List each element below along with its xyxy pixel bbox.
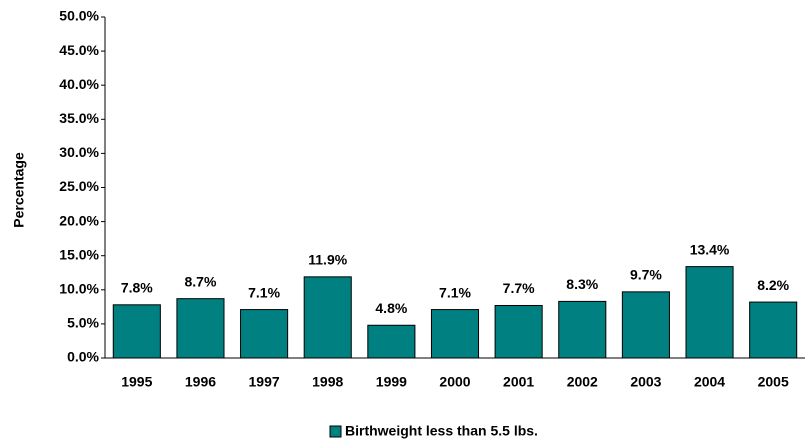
legend-label: Birthweight less than 5.5 lbs. [345, 423, 538, 439]
y-tick-label: 10.0% [59, 281, 99, 297]
value-label: 9.7% [630, 267, 662, 283]
x-tick-label: 2003 [630, 374, 661, 390]
x-tick-label: 1997 [249, 374, 280, 390]
x-tick-label: 2002 [567, 374, 598, 390]
y-tick-label: 25.0% [59, 178, 99, 194]
bar [430, 309, 480, 359]
x-tick-label: 2005 [758, 374, 789, 390]
x-tick-label: 1995 [121, 374, 152, 390]
value-label: 13.4% [690, 241, 730, 257]
bar [112, 304, 161, 359]
bar [367, 324, 416, 359]
bar [621, 291, 670, 359]
y-tick-label: 0.0% [67, 349, 99, 365]
value-label: 7.7% [503, 280, 535, 296]
y-tick-label: 35.0% [59, 110, 99, 126]
value-label: 7.1% [248, 284, 280, 300]
bar [558, 300, 607, 359]
value-label: 8.3% [566, 276, 598, 292]
y-axis-label: Percentage [11, 152, 27, 228]
bar [749, 301, 798, 359]
y-tick-label: 20.0% [59, 212, 99, 228]
bar [303, 276, 352, 359]
y-tick-label: 30.0% [59, 144, 99, 160]
x-tick-label: 2004 [694, 374, 725, 390]
value-label: 11.9% [308, 252, 347, 268]
y-tick-label: 5.0% [67, 315, 99, 331]
x-tick-label: 1999 [376, 374, 407, 390]
value-label: 8.7% [184, 273, 216, 289]
legend-swatch [329, 425, 342, 438]
x-tick-label: 1998 [312, 374, 343, 390]
y-tick-label: 15.0% [59, 246, 99, 262]
y-tick-label: 40.0% [59, 76, 99, 92]
bar [176, 298, 225, 359]
x-tick-label: 2000 [439, 374, 470, 390]
value-label: 8.2% [757, 277, 789, 293]
bar [240, 309, 289, 359]
x-tick-label: 2001 [503, 374, 534, 390]
x-tick-label: 1996 [185, 374, 216, 390]
bar [494, 304, 543, 359]
bar [685, 266, 734, 359]
value-label: 7.1% [439, 284, 471, 300]
y-tick-label: 50.0% [59, 8, 99, 24]
value-label: 7.8% [121, 280, 153, 296]
y-tick-label: 45.0% [59, 42, 99, 58]
value-label: 4.8% [375, 300, 407, 316]
